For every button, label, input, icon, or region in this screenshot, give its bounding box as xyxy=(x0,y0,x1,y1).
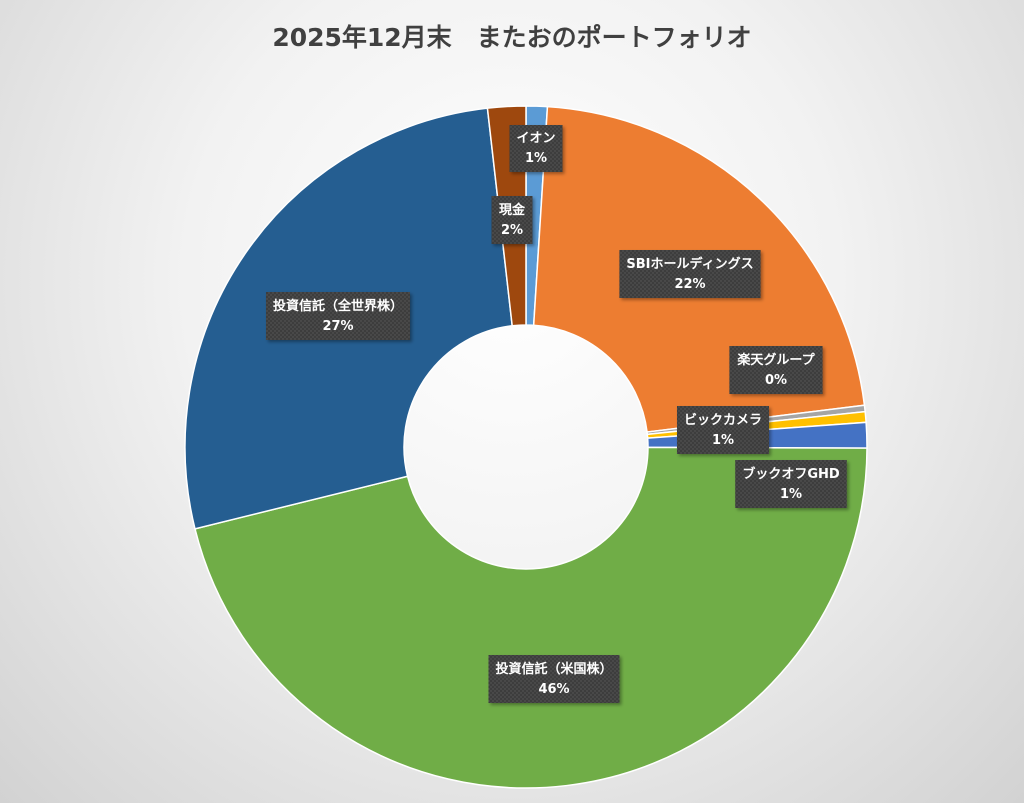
data-label-value-5: 46% xyxy=(538,682,569,697)
data-label-value-3: 1% xyxy=(712,433,734,448)
data-label-box-1 xyxy=(619,250,761,298)
data-label-category-5: 投資信託（米国株） xyxy=(495,661,612,677)
data-label-0: イオン 1% xyxy=(509,125,563,172)
data-label-box-7 xyxy=(491,196,533,244)
data-label-4: ブックオフGHD 1% xyxy=(735,460,847,508)
data-label-value-2: 0% xyxy=(765,373,787,388)
data-label-box-6 xyxy=(265,292,411,340)
data-label-value-7: 2% xyxy=(501,223,523,238)
data-label-value-1: 22% xyxy=(674,277,705,292)
slice-5 xyxy=(194,446,868,789)
data-label-category-7: 現金 xyxy=(499,202,526,218)
data-label-category-1: SBIホールディングス xyxy=(626,256,753,272)
data-label-box-0 xyxy=(509,125,563,172)
data-label-2: 楽天グループ 0% xyxy=(729,346,823,394)
data-label-7: 現金 2% xyxy=(491,196,533,244)
data-label-box-5 xyxy=(488,655,620,703)
data-label-1: SBIホールディングス 22% xyxy=(619,250,761,298)
data-label-6: 投資信託（全世界株） 27% xyxy=(265,292,411,340)
data-label-box-4 xyxy=(735,460,847,508)
chart-title: 2025年12月末 またおのポートフォリオ xyxy=(272,23,752,52)
data-label-5: 投資信託（米国株） 46% xyxy=(488,655,620,703)
data-label-category-2: 楽天グループ xyxy=(736,352,815,368)
data-label-category-0: イオン xyxy=(516,131,555,146)
data-label-category-6: 投資信託（全世界株） xyxy=(273,298,403,314)
data-label-category-4: ブックオフGHD xyxy=(742,466,840,482)
data-label-value-0: 1% xyxy=(525,151,547,166)
data-label-box-3 xyxy=(676,406,770,454)
data-label-value-4: 1% xyxy=(780,487,802,502)
data-label-box-2 xyxy=(729,346,823,394)
data-label-3: ビックカメラ 1% xyxy=(676,406,770,454)
data-label-category-3: ビックカメラ xyxy=(684,412,762,428)
data-label-value-6: 27% xyxy=(322,319,353,334)
